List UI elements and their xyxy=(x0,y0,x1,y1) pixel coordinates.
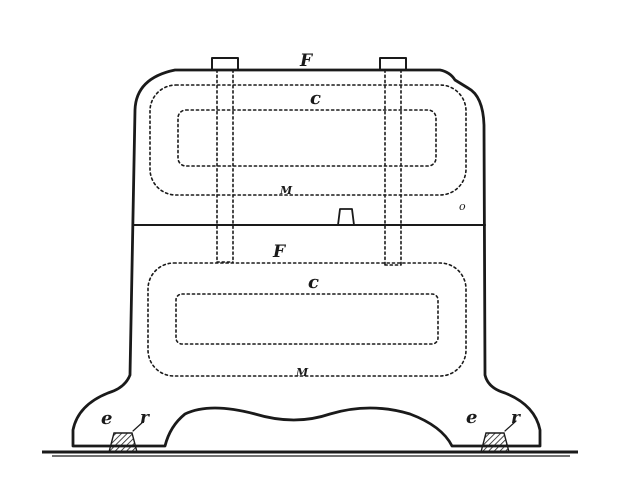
label-frame-middle: F xyxy=(272,242,287,262)
label-bearing-right-r: r xyxy=(511,408,521,428)
bolt-right xyxy=(379,57,407,266)
joint-pin xyxy=(337,208,355,226)
bolt-left xyxy=(211,57,239,263)
label-magnet-top: M xyxy=(279,184,293,197)
upper-coil-outline xyxy=(149,84,467,196)
label-bearing-left-e: e xyxy=(101,408,112,429)
upper-core-outline xyxy=(177,109,437,167)
label-side-mark: o xyxy=(459,200,466,213)
label-bearing-right-e: e xyxy=(466,407,477,428)
frame-outline xyxy=(71,68,542,448)
lower-coil-outline xyxy=(147,262,467,377)
label-coil-top: c xyxy=(310,88,321,109)
lower-core-outline xyxy=(175,293,439,345)
bearing-right xyxy=(480,432,510,453)
label-magnet-bottom: M xyxy=(295,366,309,379)
label-coil-bottom: c xyxy=(308,272,319,293)
leader-left xyxy=(132,420,145,432)
bearing-left xyxy=(108,432,138,453)
label-bearing-left-r: r xyxy=(140,408,150,428)
leader-right xyxy=(504,420,517,432)
label-frame-top: F xyxy=(299,51,314,71)
